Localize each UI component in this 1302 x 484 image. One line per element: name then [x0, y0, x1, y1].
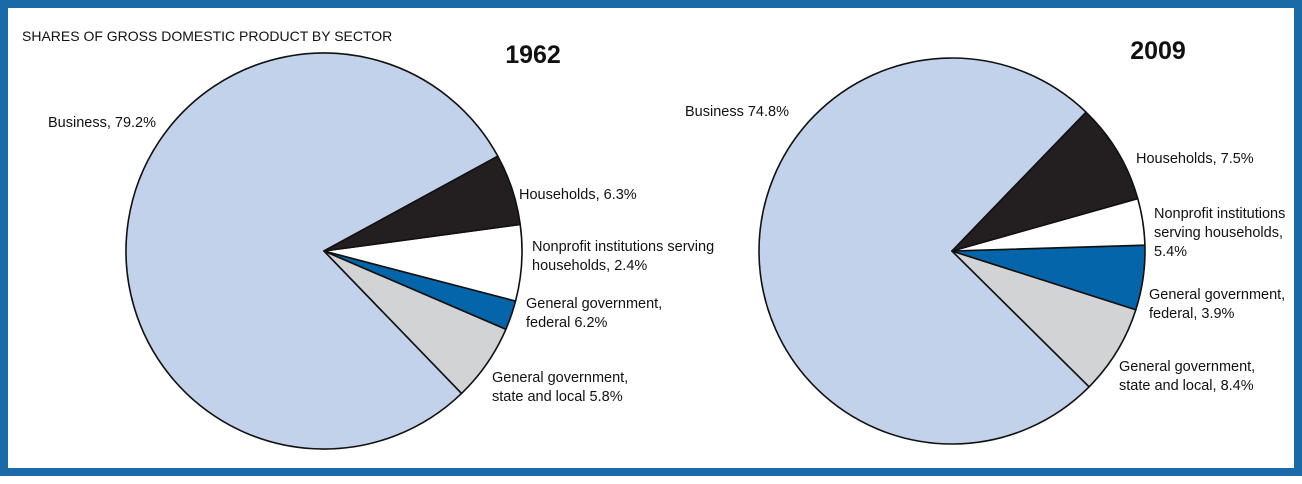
slice-label-general-government-state-and-local: General government, state and local, 8.4% [1119, 359, 1255, 394]
pies-group: 1962 Business, 79.2% Households, 6.3% Nonpr… [48, 37, 1285, 450]
pie-charts: SHARES OF GROSS DOMESTIC PRODUCT BY SECT… [22, 28, 1285, 450]
slice-label-general-government-state-and-local: General government, state and local 5.8% [492, 370, 628, 405]
slice-label-business: Business, 79.2% [48, 115, 156, 131]
pie-slice-business [125, 52, 499, 450]
slice-label-households: Households, 7.5% [1136, 151, 1254, 167]
pie-slice-general-government-state-and-local [951, 111, 1139, 252]
slice-label-general-government-federal: General government, federal, 3.9% [1149, 287, 1285, 322]
slice-label-general-government-federal: General government, federal 6.2% [526, 296, 662, 331]
slice-label-nonprofit-institutions-serving-households: Nonprofit institutions serving households… [532, 239, 714, 274]
slice-label-nonprofit-institutions-serving-households: Nonprofit institutions serving households… [1154, 206, 1285, 260]
pie-chart-1962: 1962 Business, 79.2% Households, 6.3% Nonpr… [48, 41, 714, 450]
pie-chart-2009: 2009 Business 74.8% Households, 7.5% Nonpro… [685, 37, 1285, 445]
slice-label-households: Households, 6.3% [519, 187, 637, 203]
pie-title: 2009 [1130, 37, 1186, 65]
pie-slice-general-government-state-and-local [323, 155, 522, 252]
figure-title: SHARES OF GROSS DOMESTIC PRODUCT BY SECT… [22, 28, 392, 44]
pie-title: 1962 [505, 41, 561, 69]
pie-slice-business [758, 57, 1090, 445]
slice-label-business: Business 74.8% [685, 104, 789, 120]
